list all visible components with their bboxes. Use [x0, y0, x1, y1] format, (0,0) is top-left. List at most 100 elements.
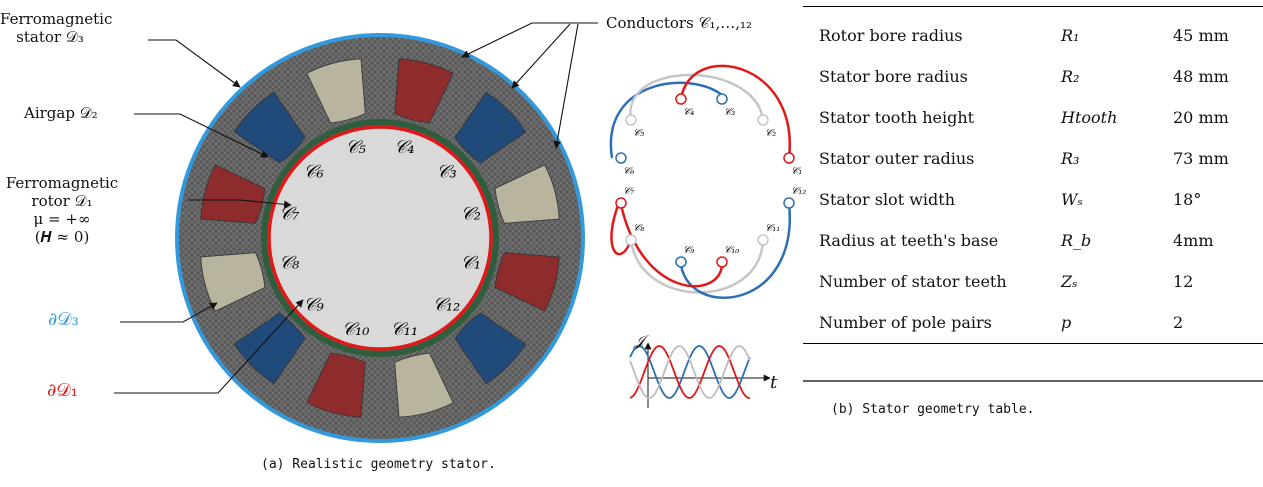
winding-terminal-label: 𝒞₆	[623, 166, 634, 177]
phase-blue-wave	[629, 345, 751, 399]
conductor-label: 𝒞₁₁	[391, 319, 419, 340]
param-label: Stator tooth height	[819, 108, 975, 127]
param-symbol: Wₛ	[1061, 190, 1083, 209]
phase-gray-wave	[629, 345, 751, 399]
winding-terminal	[675, 256, 687, 268]
boundary-d3-circle	[175, 33, 585, 443]
leader-boundary1	[114, 299, 304, 394]
label-conductors: Conductors 𝒞₁,…,₁₂	[606, 14, 753, 32]
param-symbol: R₃	[1061, 149, 1080, 168]
conductor-label: 𝒞₁	[461, 252, 481, 273]
label-boundary-d1: ∂𝒟₁	[47, 380, 78, 401]
coil-slot	[233, 91, 306, 164]
conductor-label: 𝒞₄	[394, 137, 414, 158]
winding-terminal-label: 𝒞₂	[765, 128, 776, 139]
param-label: Stator bore radius	[819, 67, 968, 86]
winding-terminal-label: 𝒞₁₁	[765, 223, 780, 234]
conductor-label: 𝒞₅	[346, 137, 366, 158]
winding-arc-blue-bottom	[679, 202, 791, 299]
leader-stator	[148, 39, 241, 88]
winding-arc-red-bottom	[610, 199, 633, 256]
label-ferromagnetic-stator: Ferromagnetic stator 𝒟₃	[0, 10, 113, 46]
current-waveform	[629, 342, 771, 408]
param-symbol: Htooth	[1061, 108, 1118, 127]
param-symbol: p	[1061, 313, 1072, 332]
conductor-label: 𝒞₉	[303, 295, 324, 316]
param-value: 18°	[1173, 190, 1202, 209]
caption-panel-b: (b) Stator geometry table.	[831, 402, 1035, 417]
leader-airgap	[134, 113, 269, 158]
current-axis-y-label: 𝒥	[634, 332, 645, 350]
winding-terminal-label: 𝒞₅	[633, 128, 644, 139]
coil-slot	[306, 58, 366, 124]
winding-terminal	[625, 114, 637, 126]
caption-panel-a: (a) Realistic geometry stator.	[261, 457, 496, 472]
winding-arc-red-top	[679, 64, 791, 159]
param-value: 48 mm	[1173, 67, 1229, 86]
airgap-ring	[261, 119, 499, 357]
coil-slot	[454, 91, 527, 164]
label-boundary-d3: ∂𝒟₃	[48, 309, 79, 330]
coil-slot	[233, 312, 306, 385]
leader-boundary3	[120, 302, 218, 323]
table-row: Number of stator teeth Zₛ 12	[803, 261, 1263, 302]
param-symbol: R₁	[1061, 26, 1080, 45]
table-row: Radius at teeth's base R_b 4mm	[803, 220, 1263, 261]
conductor-label: 𝒞₂	[461, 204, 481, 225]
param-label: Number of pole pairs	[819, 313, 992, 332]
param-symbol: Zₛ	[1061, 272, 1078, 291]
winding-terminal	[625, 234, 637, 246]
param-label: Rotor bore radius	[819, 26, 963, 45]
coil-slot	[454, 312, 527, 385]
coil-slot	[394, 352, 454, 418]
winding-arc-red-bottom-2	[618, 199, 724, 288]
coil-slot	[306, 352, 366, 418]
coil-slot	[494, 252, 560, 312]
param-value: 45 mm	[1173, 26, 1229, 45]
param-label: Number of stator teeth	[819, 272, 1007, 291]
winding-terminal	[783, 197, 795, 209]
conductor-label: 𝒞₈	[279, 252, 300, 273]
param-value: 73 mm	[1173, 149, 1229, 168]
winding-terminal-label: 𝒞₁	[791, 166, 802, 177]
winding-arc-gray-top	[629, 73, 765, 121]
table-row: Stator bore radius R₂ 48 mm	[803, 56, 1263, 97]
param-label: Stator outer radius	[819, 149, 975, 168]
winding-terminal	[716, 256, 728, 268]
table-row: Stator tooth height Htooth 20 mm	[803, 97, 1263, 138]
conductor-label: 𝒞₆	[303, 162, 323, 183]
coil-group	[200, 58, 560, 418]
conductor-label: 𝒞₁₂	[433, 295, 461, 316]
winding-terminal-label: 𝒞₄	[683, 107, 694, 118]
param-value: 4mm	[1173, 231, 1214, 250]
label-ferromagnetic-rotor: Ferromagnetic rotor 𝒟₁ μ = +∞ (𝑯 ≈ 0)	[5, 174, 119, 246]
winding-terminal	[716, 93, 728, 105]
conductor-label: 𝒞₃	[436, 162, 456, 183]
winding-terminal-label: 𝒞₉	[683, 245, 694, 256]
rotor-bore	[267, 125, 493, 351]
coil-slot	[200, 252, 266, 312]
coil-slot	[494, 164, 560, 224]
param-symbol: R_b	[1061, 231, 1092, 250]
label-airgap: Airgap 𝒟₂	[24, 104, 98, 122]
winding-terminal	[783, 152, 795, 164]
param-symbol: R₂	[1061, 67, 1080, 86]
leader-cond-b	[511, 23, 571, 89]
param-value: 12	[1173, 272, 1194, 291]
table-row: Number of pole pairs p 2	[803, 302, 1263, 344]
winding-arc-blue-top	[609, 81, 723, 159]
table-row: Rotor bore radius R₁ 45 mm	[803, 7, 1263, 57]
winding-terminal	[757, 234, 769, 246]
coil-slot	[394, 58, 454, 124]
leader-rotor	[188, 199, 292, 209]
param-label: Stator slot width	[819, 190, 955, 209]
winding-terminal	[615, 152, 627, 164]
leader-cond-c	[553, 23, 579, 149]
param-value: 20 mm	[1173, 108, 1229, 127]
phase-red-wave	[629, 345, 751, 399]
winding-diagram: 𝒞₆ 𝒞₅ 𝒞₄ 𝒞₃ 𝒞₂ 𝒞₁ 𝒞₇ 𝒞₈ 𝒞₉ 𝒞₁₀ 𝒞₁₁ 𝒞₁₂	[609, 64, 806, 299]
winding-terminal-label: 𝒞₁₀	[724, 245, 739, 256]
winding-terminal	[757, 114, 769, 126]
current-axis-x-label: t	[770, 372, 778, 393]
